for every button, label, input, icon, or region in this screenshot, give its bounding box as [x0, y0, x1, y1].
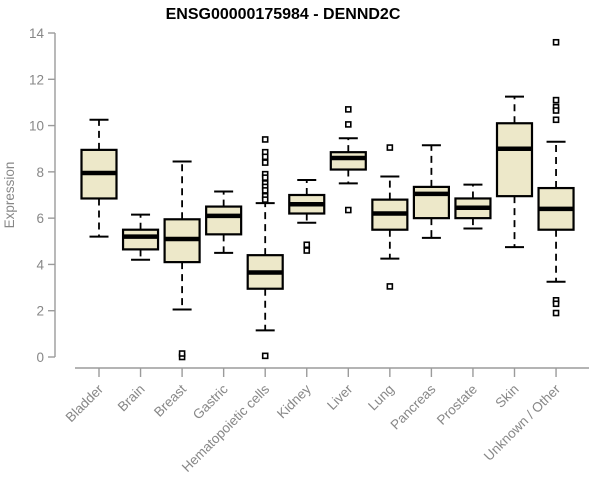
box-pancreas: [412, 185, 450, 220]
outlier-point-unknown-other: [552, 116, 560, 124]
outlier-point-breast: [178, 350, 186, 357]
x-tick-label: Kidney: [274, 381, 314, 421]
x-tick-label: Unknown / Other: [481, 381, 564, 464]
outlier-point-lung: [386, 283, 394, 290]
x-tick-label: Breast: [151, 381, 189, 419]
outlier-point-hematopoietic-cells: [261, 174, 269, 181]
outlier-point-lung: [386, 144, 394, 151]
y-tick-label: 0: [36, 350, 44, 365]
y-tick-label: 2: [36, 304, 44, 319]
box-skin: [495, 122, 534, 198]
outlier-point-unknown-other: [552, 96, 560, 104]
outlier-point-kidney: [303, 241, 311, 249]
outlier-point-unknown-other: [552, 38, 560, 46]
x-tick-label: Brain: [115, 382, 148, 415]
outlier-point-hematopoietic-cells: [261, 187, 269, 194]
outlier-point-hematopoietic-cells: [261, 153, 269, 161]
x-tick-label: Prostate: [434, 382, 480, 428]
outlier-point-kidney: [303, 247, 311, 254]
chart-title: ENSG00000175984 - DENND2C: [166, 6, 401, 23]
y-tick-label: 6: [36, 211, 44, 226]
box-gastric: [205, 205, 243, 236]
x-tick-label: Pancreas: [388, 381, 439, 432]
outlier-point-unknown-other: [552, 107, 560, 114]
box-brain: [121, 228, 160, 251]
y-tick-label: 8: [36, 165, 44, 180]
outlier-point-liver: [344, 106, 352, 113]
outlier-point-unknown-other: [552, 309, 560, 317]
x-tick-label: Gastric: [190, 381, 231, 422]
y-tick-label: 14: [29, 26, 45, 41]
outlier-point-hematopoietic-cells: [261, 159, 269, 166]
outlier-point-hematopoietic-cells: [261, 352, 269, 360]
x-tick-label: Lung: [365, 382, 397, 414]
y-axis-label: Expression: [2, 162, 17, 229]
x-tick-label: Liver: [324, 381, 356, 413]
x-tick-label: Skin: [492, 382, 521, 411]
x-tick-label: Bladder: [63, 381, 107, 425]
y-tick-label: 10: [29, 119, 44, 134]
outlier-point-liver: [344, 121, 352, 128]
y-tick-label: 4: [36, 257, 44, 272]
outlier-point-liver: [344, 206, 352, 214]
outlier-point-unknown-other: [552, 300, 560, 308]
outlier-point-hematopoietic-cells: [261, 136, 269, 143]
y-tick-label: 12: [29, 72, 44, 87]
outlier-point-hematopoietic-cells: [261, 196, 269, 203]
box-liver: [329, 151, 367, 171]
